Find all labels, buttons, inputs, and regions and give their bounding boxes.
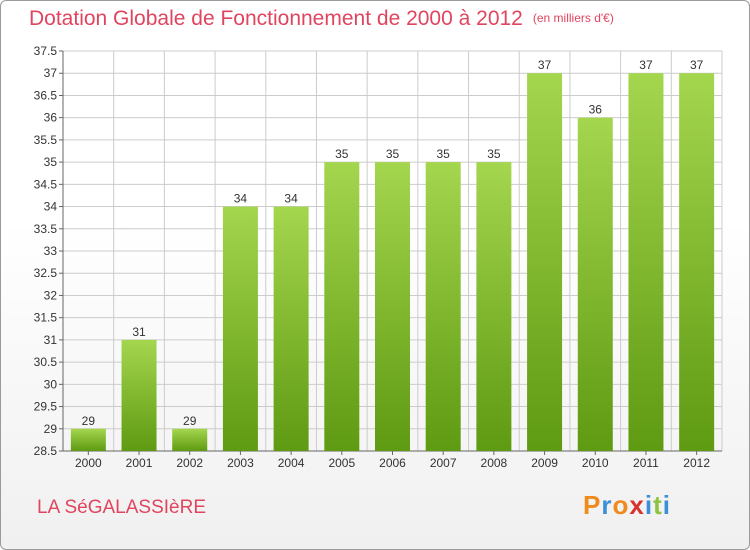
data-label: 35 — [386, 147, 400, 161]
y-tick-label: 36.5 — [34, 88, 58, 102]
y-tick-label: 33.5 — [34, 222, 58, 236]
bar — [172, 428, 208, 451]
data-label: 36 — [589, 103, 603, 117]
commune-name: LA SéGALASSIèRE — [37, 497, 206, 518]
x-tick-label: 2010 — [582, 456, 609, 470]
bar — [70, 428, 106, 451]
bar — [121, 339, 157, 451]
chart-title: Dotation Globale de Fonctionnement de 20… — [29, 7, 614, 31]
y-tick-label: 28.5 — [34, 444, 58, 458]
bar — [375, 162, 410, 451]
x-tick-label: 2012 — [683, 456, 710, 470]
bar — [476, 162, 512, 451]
x-tick-label: 2001 — [126, 456, 153, 470]
logo-letter: r — [601, 490, 613, 520]
bar — [273, 206, 309, 451]
x-tick-label: 2011 — [633, 456, 659, 470]
y-tick-label: 37.5 — [34, 44, 58, 58]
bar — [679, 73, 715, 451]
data-label: 37 — [538, 58, 552, 72]
bar — [222, 206, 258, 451]
x-tick-label: 2006 — [379, 456, 406, 470]
y-tick-label: 35.5 — [34, 133, 58, 147]
data-label: 29 — [82, 414, 96, 428]
x-tick-label: 2004 — [278, 456, 305, 470]
logo-letter: t — [653, 490, 663, 520]
chart-subtitle: (en milliers d'€) — [532, 11, 614, 25]
y-tick-label: 32 — [44, 288, 58, 302]
logo-letter: o — [612, 490, 630, 520]
x-tick-label: 2003 — [227, 456, 254, 470]
bar — [527, 73, 563, 451]
y-tick-label: 36 — [44, 111, 58, 125]
data-label: 35 — [487, 147, 501, 161]
data-label: 34 — [234, 192, 248, 206]
data-label: 35 — [437, 147, 451, 161]
x-tick-label: 2000 — [75, 456, 102, 470]
y-tick-label: 29.5 — [34, 400, 58, 414]
bars — [70, 73, 715, 452]
logo-letter: x — [629, 490, 645, 520]
logo-letter: i — [644, 490, 654, 520]
bar — [577, 117, 613, 452]
y-tick-label: 31 — [44, 333, 58, 347]
y-tick-label: 32.5 — [34, 266, 58, 280]
bar — [425, 162, 461, 451]
y-tick-label: 29 — [44, 422, 58, 436]
y-tick-label: 30 — [44, 377, 58, 391]
y-tick-label: 34.5 — [34, 177, 58, 191]
data-label: 34 — [284, 192, 298, 206]
y-tick-label: 34 — [44, 200, 58, 214]
y-tick-label: 37 — [44, 66, 58, 80]
logo-letter: P — [583, 490, 602, 520]
x-tick-label: 2002 — [176, 456, 203, 470]
x-tick-label: 2009 — [531, 456, 558, 470]
data-label: 35 — [335, 147, 349, 161]
y-tick-label: 35 — [44, 155, 58, 169]
x-tick-label: 2005 — [328, 456, 355, 470]
proxiti-logo: Proxiti — [583, 490, 671, 521]
bar — [324, 162, 360, 451]
data-labels: 29 31 29 34 34 35 35 35 35 37 36 37 37 — [82, 58, 704, 428]
logo-letter: i — [662, 490, 671, 520]
y-tick-label: 31.5 — [34, 311, 58, 325]
y-tick-label: 30.5 — [34, 355, 58, 369]
axes: 28.5 29 29.5 30 30.5 31 31.5 32 32.5 33 33.5 34 34.5… — [34, 44, 722, 470]
data-label: 31 — [132, 325, 146, 339]
data-label: 29 — [183, 414, 197, 428]
chart-title-text: Dotation Globale de Fonctionnement de 20… — [29, 7, 523, 30]
data-label: 37 — [639, 58, 653, 72]
x-tick-label: 2007 — [430, 456, 457, 470]
x-tick-label: 2008 — [481, 456, 508, 470]
y-tick-label: 33 — [44, 244, 58, 258]
data-label: 37 — [690, 58, 704, 72]
bar — [628, 73, 664, 451]
